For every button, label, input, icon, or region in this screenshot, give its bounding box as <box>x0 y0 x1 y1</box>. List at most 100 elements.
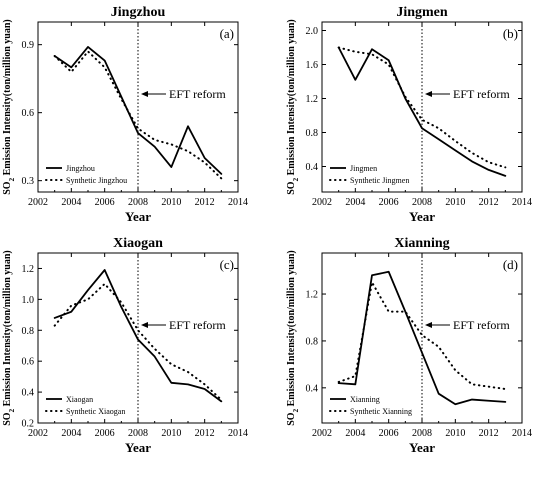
x-tick-label: 2012 <box>195 197 215 208</box>
y-tick-label: 0.4 <box>306 162 319 173</box>
legend-label-synthetic: Synthetic Xianning <box>350 407 412 416</box>
y-tick-label: 0.3 <box>22 176 35 187</box>
y-axis-label-main: SO <box>286 181 297 195</box>
x-tick-label: 2014 <box>228 197 248 208</box>
y-tick-label: 1.2 <box>22 264 35 275</box>
panel-letter: (c) <box>220 257 234 272</box>
x-tick-label: 2008 <box>412 428 432 439</box>
x-tick-label: 2012 <box>195 428 215 439</box>
x-tick-label: 2008 <box>412 197 432 208</box>
legend-label-synthetic: Synthetic Jingmen <box>350 176 409 185</box>
y-tick-label: 1.2 <box>306 94 319 105</box>
x-tick-label: 2006 <box>379 428 399 439</box>
y-tick-label: 0.4 <box>22 388 35 399</box>
y-axis-label-sub: 2 <box>292 408 300 412</box>
x-tick-label: 2002 <box>312 428 332 439</box>
y-tick-label: 0.9 <box>22 40 35 51</box>
panel-letter: (b) <box>503 26 518 41</box>
reform-annotation: EFT reform <box>169 87 226 101</box>
y-axis-label-rest: Emission Intensity(ton/million yuan) <box>2 250 13 409</box>
x-axis-label: Year <box>409 440 435 455</box>
x-tick-label: 2012 <box>479 428 499 439</box>
y-axis-label-rest: Emission Intensity(ton/million yuan) <box>286 19 297 178</box>
x-tick-label: 2012 <box>479 197 499 208</box>
y-tick-label: 0.4 <box>306 383 319 394</box>
x-tick-label: 2008 <box>128 428 148 439</box>
series-line-actual <box>53 46 223 175</box>
series-line-actual <box>53 269 223 403</box>
panel-title: Jingzhou <box>111 5 166 20</box>
reform-arrow-head <box>141 91 148 97</box>
x-tick-label: 2010 <box>445 428 465 439</box>
series-line-actual <box>337 46 507 177</box>
y-axis-label-sub: 2 <box>292 177 300 181</box>
panel-jingzhou: SO2 Emission Intensity(ton/million yuan) <box>2 19 239 195</box>
reform-arrow-head <box>425 91 432 97</box>
y-axis-label-main: SO <box>286 412 297 426</box>
x-tick-label: 2002 <box>28 197 48 208</box>
y-axis-label-main: SO <box>2 412 13 426</box>
panel-jingmen: SO2 Emission Intensity(ton/million yuan) <box>286 19 523 195</box>
reform-arrow-head <box>425 322 432 328</box>
series-line-synthetic <box>337 46 507 169</box>
y-tick-label: 1.6 <box>306 60 319 71</box>
y-tick-label: 1.2 <box>306 290 319 301</box>
panel-title: Xiaogan <box>113 236 163 251</box>
y-tick-label: 2.0 <box>306 26 319 37</box>
panel-letter: (a) <box>220 26 234 41</box>
y-tick-label: 0.6 <box>22 108 35 119</box>
x-tick-label: 2006 <box>95 428 115 439</box>
x-tick-label: 2014 <box>228 428 248 439</box>
x-tick-label: 2006 <box>379 197 399 208</box>
y-axis-label-rest: Emission Intensity(ton/million yuan) <box>2 19 13 178</box>
y-tick-label: 0.2 <box>22 419 35 430</box>
x-tick-label: 2002 <box>28 428 48 439</box>
x-tick-label: 2010 <box>161 428 181 439</box>
legend-label-actual: Xianning <box>350 395 380 404</box>
legend-label-actual: Jingzhou <box>66 164 95 173</box>
x-tick-label: 2004 <box>345 197 365 208</box>
x-axis-label: Year <box>125 440 151 455</box>
panel-xiaogan: SO2 Emission Intensity(ton/million yuan) <box>2 250 239 426</box>
y-tick-label: 0.6 <box>22 357 35 368</box>
y-tick-label: 1.0 <box>22 295 35 306</box>
series-line-synthetic <box>53 50 223 180</box>
y-axis-label: SO2 Emission Intensity(ton/million yuan) <box>2 19 16 195</box>
y-axis-label-main: SO <box>2 181 13 195</box>
y-axis-label: SO2 Emission Intensity(ton/million yuan) <box>286 19 300 195</box>
x-tick-label: 2006 <box>95 197 115 208</box>
panel-title: Jingmen <box>396 5 448 20</box>
legend-label-synthetic: Synthetic Jingzhou <box>66 176 127 185</box>
x-tick-label: 2004 <box>61 197 81 208</box>
legend-label-actual: Xiaogan <box>66 395 93 404</box>
panel-xianning: SO2 Emission Intensity(ton/million yuan) <box>286 250 523 426</box>
x-tick-label: 2004 <box>61 428 81 439</box>
legend-label-synthetic: Synthetic Xiaogan <box>66 407 125 416</box>
x-tick-label: 2004 <box>345 428 365 439</box>
y-axis-label: SO2 Emission Intensity(ton/million yuan) <box>2 250 16 426</box>
panel-title: Xianning <box>394 236 449 251</box>
series-line-actual <box>337 270 507 406</box>
legend-label-actual: Jingmen <box>350 164 377 173</box>
y-tick-label: 0.8 <box>22 326 35 337</box>
x-tick-label: 2014 <box>512 428 532 439</box>
y-tick-label: 0.8 <box>306 128 319 139</box>
x-tick-label: 2010 <box>161 197 181 208</box>
y-axis-label-rest: Emission Intensity(ton/million yuan) <box>286 250 297 409</box>
panel-letter: (d) <box>503 257 518 272</box>
x-tick-label: 2014 <box>512 197 532 208</box>
y-axis-label-sub: 2 <box>8 408 16 412</box>
x-tick-label: 2002 <box>312 197 332 208</box>
y-tick-label: 0.8 <box>306 336 319 347</box>
reform-arrow-head <box>141 322 148 328</box>
x-tick-label: 2008 <box>128 197 148 208</box>
x-tick-label: 2010 <box>445 197 465 208</box>
x-axis-label: Year <box>125 209 151 224</box>
series-line-synthetic <box>337 281 507 390</box>
x-axis-label: Year <box>409 209 435 224</box>
y-axis-label-sub: 2 <box>8 177 16 181</box>
reform-annotation: EFT reform <box>169 318 226 332</box>
reform-annotation: EFT reform <box>453 318 510 332</box>
